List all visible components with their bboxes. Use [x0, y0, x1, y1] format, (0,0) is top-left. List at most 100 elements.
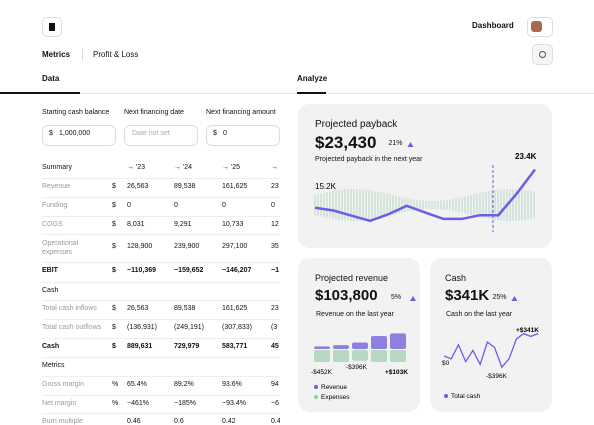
- row-divider: [42, 376, 280, 377]
- row-divider: [42, 413, 280, 414]
- cell: 8,031: [127, 221, 145, 228]
- cell: −1: [271, 267, 279, 274]
- card-subtitle: Cash on the last year: [446, 311, 513, 318]
- revenue-bar: [314, 346, 330, 349]
- cell: 89,538: [174, 305, 196, 312]
- avatar[interactable]: [527, 17, 553, 37]
- row-label: Total cash inflows: [42, 305, 97, 312]
- cell: 161,625: [222, 305, 248, 312]
- column-header: → '24: [174, 164, 193, 171]
- change-arrow: [511, 296, 518, 301]
- input-field[interactable]: [124, 125, 198, 146]
- input-field[interactable]: [42, 125, 116, 146]
- cell: 0.6: [174, 418, 184, 425]
- card-value: $103,800: [315, 287, 378, 304]
- card-change: 21%: [388, 140, 403, 147]
- cell: 297,100: [222, 243, 248, 250]
- cell: 23: [271, 183, 279, 190]
- section-analyze[interactable]: Analyze: [297, 74, 328, 83]
- row-divider: [42, 319, 280, 320]
- cell: 583,771: [222, 343, 248, 350]
- cell: −6: [271, 400, 279, 407]
- table-header: Summary: [42, 164, 72, 171]
- cell: 93.6%: [222, 381, 242, 388]
- row-label: Net margin: [42, 400, 77, 407]
- row-label: Cash: [42, 287, 59, 294]
- row-label: Revenue: [42, 183, 71, 190]
- cell: 239,900: [174, 243, 200, 250]
- tab-metrics[interactable]: Metrics: [42, 50, 71, 59]
- revenue-bar: [352, 342, 368, 349]
- cell: 0.42: [222, 418, 236, 425]
- logo[interactable]: [42, 17, 62, 37]
- data-panel: Starting cash balance $1,000,000 Next fina…: [0, 0, 280, 425]
- row-divider: [42, 357, 280, 358]
- payback-line: [314, 168, 536, 223]
- cell: 9,291: [174, 221, 192, 228]
- revenue-bar: [390, 333, 406, 349]
- card-title: Projected revenue: [315, 273, 389, 283]
- expense-bar: [371, 350, 387, 362]
- row-unit: %: [112, 381, 119, 388]
- row-label: Gross margin: [42, 381, 85, 388]
- row-unit: $: [112, 221, 116, 228]
- input-field[interactable]: [206, 125, 280, 146]
- cell: 0.46: [127, 418, 141, 425]
- row-divider: [42, 197, 280, 198]
- cell: (3: [271, 324, 278, 331]
- legend-label: Revenue: [321, 384, 347, 391]
- row-label: Burn multiple: [42, 418, 83, 425]
- row-divider: [42, 395, 280, 396]
- cell: 0: [174, 202, 178, 209]
- expense-bar: [314, 350, 330, 362]
- column-header: → '25: [222, 164, 241, 171]
- input-value: 0: [223, 130, 227, 137]
- cell: 26,563: [127, 183, 149, 190]
- legend-dot: [444, 394, 448, 398]
- column-header: → '2: [271, 164, 280, 171]
- row-divider: [42, 338, 280, 339]
- cell: −110,369: [127, 267, 157, 274]
- cell: 0: [222, 202, 226, 209]
- row-unit: $: [112, 343, 116, 350]
- cell: 0.4: [271, 418, 280, 425]
- cell: 729,979: [174, 343, 200, 350]
- row-unit: $: [112, 243, 116, 250]
- row-unit: $: [112, 267, 116, 274]
- cell: 94: [271, 381, 279, 388]
- cell: 161,625: [222, 183, 248, 190]
- cash-line: [443, 332, 539, 369]
- row-label: Metrics: [42, 362, 65, 369]
- cell: 89.2%: [174, 381, 194, 388]
- card-value: $23,430: [315, 133, 377, 152]
- card-subtitle: Revenue on the last year: [316, 311, 394, 318]
- cell: −93.4%: [222, 400, 246, 407]
- tab-pl[interactable]: Profit & Loss: [93, 50, 139, 59]
- row-divider: [42, 262, 280, 263]
- dashboard-link[interactable]: Dashboard: [472, 21, 514, 30]
- bar-label: -$452K: [311, 369, 333, 376]
- card-change: 5%: [391, 294, 402, 301]
- bar-label: +$103K: [385, 369, 408, 376]
- cell: 89,538: [174, 183, 196, 190]
- input-prefix: $: [213, 130, 217, 137]
- cell: 10,733: [222, 221, 244, 228]
- line-label: $0: [442, 360, 450, 367]
- input-label: Next financing amount: [206, 109, 276, 116]
- row-unit: $: [112, 183, 116, 190]
- cell: 128,900: [127, 243, 153, 250]
- row-divider: [42, 178, 280, 179]
- search-button[interactable]: [532, 44, 553, 65]
- card-title: Projected payback: [315, 119, 398, 130]
- cell: 35: [271, 243, 279, 250]
- row-divider: [42, 282, 280, 283]
- cell: 889,631: [127, 343, 153, 350]
- legend-label: Expenses: [321, 394, 350, 401]
- section-data[interactable]: Data: [42, 74, 60, 83]
- payback-card: [298, 104, 552, 248]
- row-label: Funding: [42, 202, 68, 209]
- cell: 0: [127, 202, 131, 209]
- card-change: 25%: [492, 294, 507, 301]
- tab-underline: [0, 92, 80, 94]
